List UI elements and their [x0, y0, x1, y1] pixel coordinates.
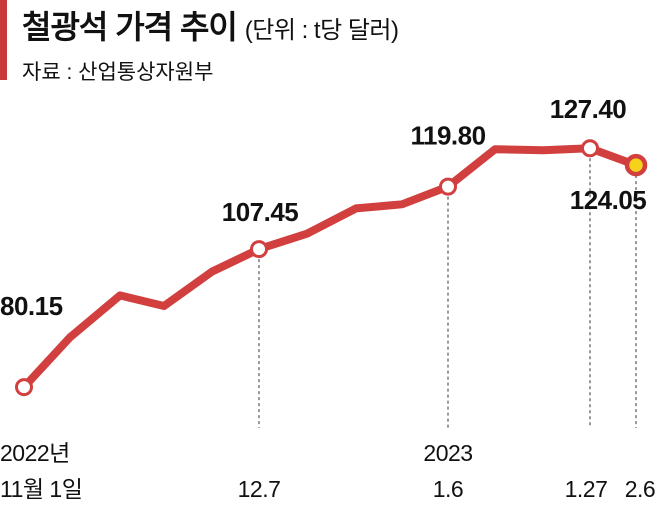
title-accent-bar [0, 0, 7, 80]
x-tick-label: 1.6 [433, 476, 463, 502]
source-label: 자료 : 산업통상자원부 [22, 61, 214, 84]
latest-point-marker [624, 153, 648, 177]
x-tick-label: 1.27 [565, 476, 608, 502]
point-marker [250, 240, 268, 259]
point-marker [581, 139, 599, 158]
point-marker [15, 378, 33, 397]
data-label: 127.40 [550, 94, 627, 124]
data-label: 80.15 [0, 291, 63, 321]
data-label: 107.45 [222, 197, 299, 227]
chart-title-text: 철광석 가격 추이 [22, 9, 238, 45]
x-tick-label: 12.7 [238, 476, 281, 502]
x-tick-label: 2022년 [0, 440, 70, 466]
chart-title: 철광석 가격 추이 (단위 : t당 달러) [22, 2, 399, 48]
point-marker [439, 177, 457, 196]
x-tick-label: 11월 1일 [0, 476, 82, 502]
data-label: 119.80 [410, 121, 485, 151]
series-line [20, 144, 640, 392]
unit-label: (단위 : t당 달러) [244, 17, 399, 44]
data-label: 124.05 [570, 185, 647, 215]
x-tick-label: 2.6 [625, 476, 655, 502]
x-tick-label: 2023 [423, 440, 472, 466]
